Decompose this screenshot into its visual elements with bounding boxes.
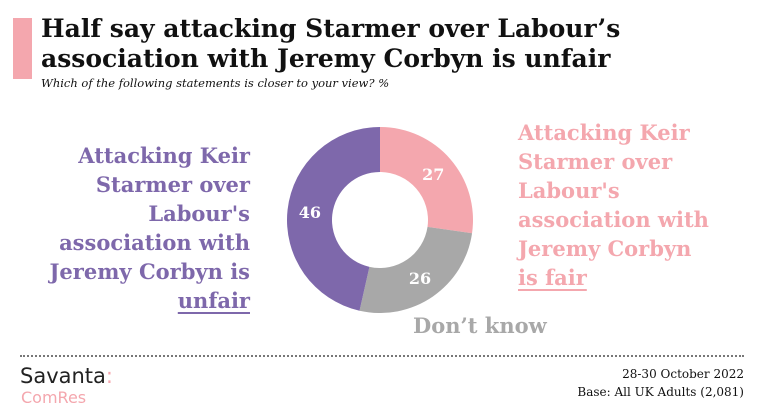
- unfair-label-line-1: Attacking Keir: [78, 143, 250, 168]
- footer-divider: [20, 355, 744, 357]
- logo-brand-sub: ComRes: [21, 388, 87, 407]
- title-line-2: association with Jeremy Corbyn is unfair: [41, 44, 611, 73]
- logo-brand-name: Savanta: [20, 364, 106, 388]
- chart-title: Half say attacking Starmer over Labour’s…: [41, 14, 761, 74]
- unfair-label-line-2: Starmer over: [95, 172, 250, 197]
- unfair-label-line-6: unfair: [177, 288, 250, 313]
- donut-value-label-dont-know: 26: [409, 269, 431, 288]
- donut-chart: 27 26 46: [287, 127, 473, 313]
- sample-base: Base: All UK Adults (2,081): [577, 385, 744, 399]
- fair-label-line-3: Labour's: [518, 178, 620, 203]
- donut-slice-fair: [380, 127, 473, 234]
- fair-label-line-4: association with: [518, 207, 709, 232]
- chart-subtitle: Which of the following statements is clo…: [41, 76, 390, 90]
- fair-label-line-6: is fair: [518, 265, 587, 290]
- fair-label: Attacking Keir Starmer over Labour's ass…: [518, 118, 709, 292]
- savanta-comres-logo: Savanta: ComRes: [20, 365, 113, 409]
- unfair-label-line-3: Labour's: [148, 201, 250, 226]
- unfair-label-line-5: Jeremy Corbyn is: [49, 259, 250, 284]
- donut-value-label-unfair: 46: [299, 203, 321, 222]
- unfair-label: Attacking Keir Starmer over Labour's ass…: [49, 141, 250, 315]
- fair-label-line-1: Attacking Keir: [518, 120, 690, 145]
- donut-slice-unfair: [287, 127, 380, 311]
- fair-label-line-5: Jeremy Corbyn: [518, 236, 692, 261]
- dont-know-label: Don’t know: [413, 313, 547, 338]
- logo-brand-colon: :: [105, 364, 113, 388]
- unfair-label-line-4: association with: [59, 230, 250, 255]
- donut-slice-dont-know: [359, 226, 473, 313]
- fieldwork-date: 28-30 October 2022: [622, 367, 744, 381]
- title-accent-bar: [13, 18, 32, 79]
- footer-info: 28-30 October 2022 Base: All UK Adults (…: [577, 365, 744, 401]
- fair-label-line-2: Starmer over: [518, 149, 673, 174]
- title-line-1: Half say attacking Starmer over Labour’s: [41, 14, 621, 43]
- donut-value-label-fair: 27: [422, 165, 444, 184]
